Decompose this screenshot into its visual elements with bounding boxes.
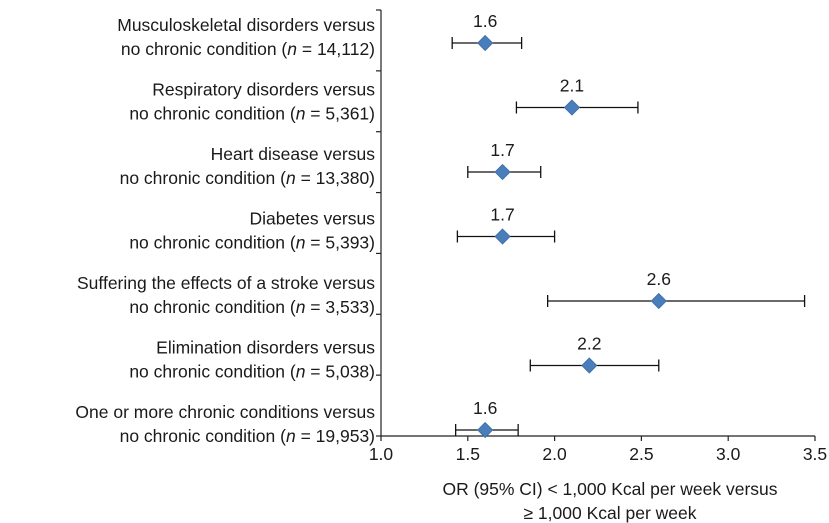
category-label-line1: Suffering the effects of a stroke versus xyxy=(77,273,375,293)
category-label-line1: Diabetes versus xyxy=(250,209,376,229)
diamond-marker xyxy=(650,292,667,310)
diamond-marker xyxy=(581,357,598,374)
x-axis-title-line: ≥ 1,000 Kcal per week xyxy=(523,503,696,523)
category-label-line2: no chronic condition (n = 3,533) xyxy=(129,297,375,317)
sample-size-value: = 13,380) xyxy=(296,168,375,188)
x-axis-title-line: OR (95% CI) < 1,000 Kcal per week versus xyxy=(442,479,777,499)
sample-size-value: = 3,533) xyxy=(305,297,375,317)
x-tick-label: 1.0 xyxy=(369,444,394,464)
category-label-line2: no chronic condition (n = 5,393) xyxy=(129,233,375,253)
category-label-line2: no chronic condition (n = 13,380) xyxy=(120,168,375,188)
diamond-marker xyxy=(563,99,581,116)
sample-size-value: = 19,953) xyxy=(296,426,375,446)
category-label-prefix: no chronic condition ( xyxy=(129,104,296,124)
category-label-line2: no chronic condition (n = 19,953) xyxy=(120,426,375,446)
sample-size-value: = 5,038) xyxy=(305,362,375,382)
sample-size-value: = 14,112) xyxy=(297,39,375,59)
category-labels: Musculoskeletal disorders versus no chron… xyxy=(75,15,375,446)
sample-size-symbol: n xyxy=(286,168,296,188)
x-tick-label: 2.0 xyxy=(542,444,567,464)
diamond-marker xyxy=(494,228,511,245)
diamond-marker xyxy=(477,34,494,52)
x-tick-label: 3.5 xyxy=(803,444,827,464)
category-label-line1: Musculoskeletal disorders versus xyxy=(117,15,375,35)
odds-ratio-label: 1.7 xyxy=(490,140,514,160)
category-label-prefix: no chronic condition ( xyxy=(129,297,296,317)
category-label-line1: Elimination disorders versus xyxy=(156,338,375,358)
diamond-marker xyxy=(477,421,494,439)
category-label-prefix: no chronic condition ( xyxy=(129,233,296,253)
category-label-prefix: no chronic condition ( xyxy=(121,39,288,59)
category-label-prefix: no chronic condition ( xyxy=(120,426,287,446)
category-label-line1: One or more chronic conditions versus xyxy=(75,402,375,422)
category-label-line2: no chronic condition (n = 5,038) xyxy=(129,362,375,382)
sample-size-symbol: n xyxy=(296,362,306,382)
sample-size-symbol: n xyxy=(296,233,306,253)
sample-size-symbol: n xyxy=(287,39,297,59)
x-tick-label: 1.5 xyxy=(456,444,480,464)
sample-size-symbol: n xyxy=(286,426,296,446)
category-label-prefix: no chronic condition ( xyxy=(129,362,296,382)
sample-size-symbol: n xyxy=(296,297,306,317)
axes: 1.0 1.5 2.0 2.5 3.0 3.5 xyxy=(369,9,827,464)
x-tick-label: 2.5 xyxy=(629,444,653,464)
odds-ratio-label: 2.1 xyxy=(560,76,584,96)
data-labels: 1.6 2.1 1.7 1.7 2.6 2.2 1.6 xyxy=(473,11,671,418)
odds-ratio-label: 1.6 xyxy=(473,11,497,31)
sample-size-symbol: n xyxy=(296,104,306,124)
odds-ratio-label: 1.6 xyxy=(473,398,497,418)
sample-size-value: = 5,393) xyxy=(305,233,375,253)
diamond-marker xyxy=(494,163,511,181)
point-markers xyxy=(477,34,667,439)
category-label-line2: no chronic condition (n = 5,361) xyxy=(129,104,375,124)
category-label-line1: Respiratory disorders versus xyxy=(152,80,375,100)
category-label-prefix: no chronic condition ( xyxy=(120,168,287,188)
odds-ratio-label: 2.6 xyxy=(647,269,671,289)
category-label-line2: no chronic condition (n = 14,112) xyxy=(121,39,375,59)
x-axis-title: OR (95% CI) < 1,000 Kcal per week versus… xyxy=(442,479,777,523)
sample-size-value: = 5,361) xyxy=(305,104,375,124)
x-tick-label: 3.0 xyxy=(716,444,741,464)
odds-ratio-label: 1.7 xyxy=(490,205,514,225)
odds-ratio-label: 2.2 xyxy=(577,334,601,354)
category-label-line1: Heart disease versus xyxy=(211,144,376,164)
